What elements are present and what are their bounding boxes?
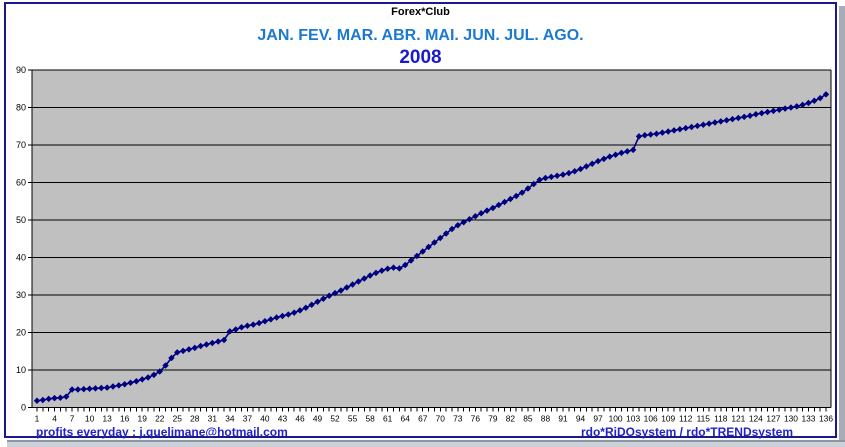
window-edge-right — [839, 6, 845, 447]
svg-text:88: 88 — [541, 414, 551, 424]
svg-text:70: 70 — [436, 414, 446, 424]
svg-text:97: 97 — [593, 414, 603, 424]
svg-text:49: 49 — [313, 414, 323, 424]
svg-text:13: 13 — [102, 414, 112, 424]
svg-text:10: 10 — [85, 414, 95, 424]
svg-text:136: 136 — [819, 414, 833, 424]
svg-text:130: 130 — [784, 414, 798, 424]
chart-title: Forex*Club — [391, 6, 450, 18]
svg-text:67: 67 — [418, 414, 428, 424]
svg-text:40: 40 — [16, 253, 26, 263]
svg-text:58: 58 — [365, 414, 375, 424]
svg-text:64: 64 — [401, 414, 411, 424]
svg-text:109: 109 — [661, 414, 675, 424]
x-axis-ticks — [36, 407, 827, 412]
svg-text:112: 112 — [679, 414, 693, 424]
svg-text:82: 82 — [506, 414, 516, 424]
svg-text:1: 1 — [35, 414, 40, 424]
svg-text:127: 127 — [766, 414, 780, 424]
svg-text:94: 94 — [576, 414, 586, 424]
svg-text:25: 25 — [173, 414, 183, 424]
svg-text:73: 73 — [453, 414, 463, 424]
svg-text:79: 79 — [488, 414, 498, 424]
svg-text:46: 46 — [295, 414, 305, 424]
svg-text:28: 28 — [190, 414, 200, 424]
svg-text:70: 70 — [16, 140, 26, 150]
chart-subtitle-months: JAN. FEV. MAR. ABR. MAI. JUN. JUL. AGO. — [257, 27, 584, 44]
svg-text:103: 103 — [626, 414, 640, 424]
svg-text:37: 37 — [243, 414, 253, 424]
svg-text:43: 43 — [278, 414, 288, 424]
svg-text:30: 30 — [16, 290, 26, 300]
svg-text:80: 80 — [16, 103, 26, 113]
svg-text:60: 60 — [16, 178, 26, 188]
svg-text:121: 121 — [731, 414, 745, 424]
footer-system-text: rdo*RiDOsystem / rdo*TRENDsystem — [580, 425, 793, 439]
plot-area — [32, 70, 831, 408]
gridlines-and-y-axis: 0 10 20 30 40 50 60 70 80 90 — [16, 65, 831, 413]
svg-text:115: 115 — [697, 414, 711, 424]
svg-text:20: 20 — [16, 328, 26, 338]
svg-text:118: 118 — [714, 414, 728, 424]
svg-text:50: 50 — [16, 215, 26, 225]
svg-text:55: 55 — [348, 414, 358, 424]
svg-text:22: 22 — [155, 414, 165, 424]
series-line — [36, 93, 827, 402]
svg-text:124: 124 — [749, 414, 763, 424]
profit-line-chart: 0 10 20 30 40 50 60 70 80 90 1 4 7 10 13 16 19 22 25 28 31 34… — [16, 65, 834, 424]
svg-text:100: 100 — [609, 414, 623, 424]
svg-text:90: 90 — [16, 65, 26, 75]
svg-text:34: 34 — [225, 414, 235, 424]
svg-text:0: 0 — [21, 403, 26, 413]
svg-text:76: 76 — [471, 414, 481, 424]
svg-text:31: 31 — [208, 414, 218, 424]
svg-text:19: 19 — [138, 414, 148, 424]
svg-text:52: 52 — [330, 414, 340, 424]
svg-text:10: 10 — [16, 365, 26, 375]
chart-subtitle-year: 2008 — [399, 47, 442, 68]
svg-text:133: 133 — [801, 414, 815, 424]
svg-text:106: 106 — [644, 414, 658, 424]
svg-text:4: 4 — [52, 414, 57, 424]
svg-text:61: 61 — [383, 414, 393, 424]
chart-frame: Forex*Club JAN. FEV. MAR. ABR. MAI. JUN.… — [4, 2, 837, 439]
svg-text:16: 16 — [120, 414, 130, 424]
svg-text:91: 91 — [558, 414, 568, 424]
x-axis-labels: 1 4 7 10 13 16 19 22 25 28 31 34 37 40 43 46 49 52 55 58 61 6… — [35, 414, 834, 424]
svg-text:7: 7 — [70, 414, 75, 424]
svg-text:40: 40 — [260, 414, 270, 424]
svg-text:85: 85 — [523, 414, 533, 424]
window-edge-bottom — [7, 440, 845, 447]
footer-contact-text: profits everyday : j.quelimane@hotmail.c… — [36, 425, 288, 439]
